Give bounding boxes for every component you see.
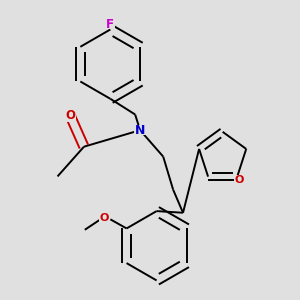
Text: O: O [99,213,109,223]
FancyBboxPatch shape [99,213,108,222]
FancyBboxPatch shape [234,175,244,185]
FancyBboxPatch shape [134,125,146,136]
FancyBboxPatch shape [105,20,115,29]
Text: N: N [135,124,145,137]
FancyBboxPatch shape [65,112,76,122]
Text: O: O [234,175,244,185]
Text: F: F [106,18,114,31]
Text: O: O [66,109,76,122]
